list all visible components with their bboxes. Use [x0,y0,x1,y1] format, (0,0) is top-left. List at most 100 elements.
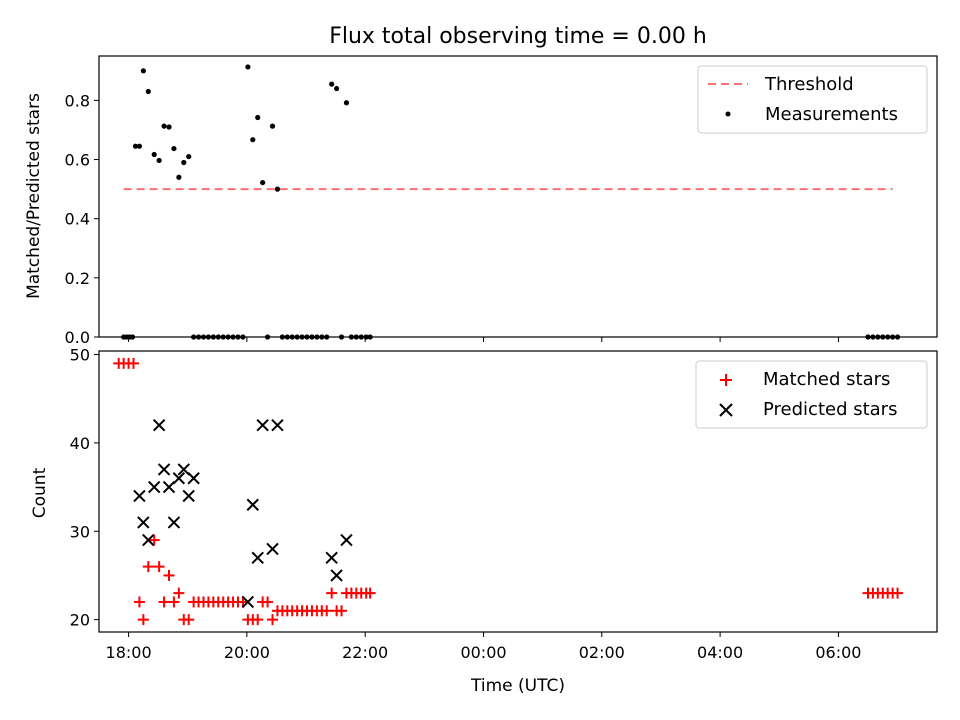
x-tick-label: 18:00 [106,643,152,662]
measurement-point [245,64,251,70]
measurements-legend-label: Measurements [765,104,898,125]
bottom-axes-frame [98,350,938,633]
top-y-tick-label: 0.8 [65,91,90,110]
predicted-star-point [167,516,181,529]
matched-star-point [262,596,274,608]
predicted-star-stroke [256,419,269,432]
predicted-star-point [325,551,338,564]
predicted-star-stroke [152,419,166,432]
predicted-star-point [246,498,260,511]
matched-star-point [128,357,140,369]
measurement-point [166,124,172,130]
top-plot-area [121,64,901,340]
measurement-point [269,123,276,129]
top-y-tick-label: 0.6 [65,151,90,170]
x-axis-label: Time (UTC) [470,676,565,696]
measurement-point [186,153,192,160]
predicted-star-point [162,480,176,494]
predicted-star-point [172,472,186,485]
predicted-star-stroke [251,551,264,564]
predicted-star-point [142,533,155,547]
threshold-legend-label: Threshold [764,74,854,95]
top-legend-box [697,65,928,134]
bottom-plot-area [113,357,904,626]
predicted-star-stroke [325,551,338,564]
matched-star-point [267,614,279,626]
x-tick-label: 22:00 [342,643,388,662]
top-y-tick-label: 0.4 [65,210,90,229]
x-tick-label: 20:00 [224,643,270,662]
matched-star-point [137,614,149,626]
chart-title: Flux total observing time = 0.00 h [329,24,707,49]
predicted-star-stroke [177,463,190,476]
measurement-point [329,81,335,87]
predicted-star-point [266,542,279,556]
bottom-y-axis-label: Count [30,467,50,518]
predicted-star-stroke [330,569,343,582]
predicted-star-stroke [167,516,181,529]
measurement-point [176,174,182,180]
measurement-point [140,68,146,74]
bottom-y-tick-label: 30 [70,522,90,541]
measurement-point [136,143,143,149]
matched-star-point [336,605,348,617]
predicted-star-point [271,419,284,432]
measurement-point [250,137,256,143]
measurement-point [260,179,266,186]
matched-star-point [168,596,180,608]
predicted-star-point [133,489,146,503]
bottom-panel: Count Time (UTC) 20 30 40 50 18:00 20:00 22:00… [30,346,938,696]
predicted-star-stroke [162,480,176,494]
predicted-star-stroke [148,480,161,494]
matched-star-point [892,587,904,599]
predicted-legend-marker [719,403,733,417]
measurement-point [333,85,340,92]
matched-star-point [158,596,170,608]
predicted-star-point [152,419,166,432]
top-y-tick-label: 0.0 [65,328,90,347]
matched-star-point [173,587,185,599]
matched-star-point [153,561,165,573]
predicted-star-stroke [241,595,255,609]
predicted-star-point [241,595,255,609]
measurement-point [156,157,162,164]
measurements-legend-marker [725,111,731,117]
top-y-tick-label: 0.2 [65,269,90,288]
measurement-point [171,145,177,152]
matched-star-point [321,605,333,617]
predicted-star-point [256,419,269,432]
measurement-point [181,159,187,166]
predicted-star-stroke [340,533,353,547]
matched-star-point [133,596,145,608]
bottom-y-tick-label: 40 [70,434,90,453]
predicted-star-stroke [137,516,150,529]
x-tick-label: 06:00 [815,643,861,662]
predicted-star-point [157,463,171,476]
matched-star-point [142,561,154,573]
predicted-star-point [187,472,200,485]
bottom-y-tick-label: 20 [70,611,90,630]
predicted-star-point [148,480,161,494]
measurement-point [343,100,350,106]
matched-star-point [183,614,195,626]
top-y-axis-label: Matched/Predicted stars [24,93,44,299]
top-axes-frame [98,55,938,338]
predicted-star-stroke [246,498,260,511]
predicted-star-point [330,569,343,582]
matched-star-point [326,587,338,599]
predicted-star-point [340,533,353,547]
bottom-legend-box [695,360,928,429]
bottom-y-tick-label: 50 [70,346,90,365]
predicted-star-stroke [182,489,195,503]
x-tick-label: 00:00 [460,643,506,662]
matched-legend-marker [720,374,732,386]
measurement-point [255,114,261,121]
predicted-star-stroke [266,542,279,556]
matched-star-point [364,587,376,599]
measurement-point [145,88,151,95]
bottom-tick-group: 20 30 40 50 18:00 20:00 22:00 00:00 02:00 04:00 06… [70,346,862,662]
measurement-point [274,186,281,192]
predicted-star-point [177,463,190,476]
top-legend: Threshold Measurements [697,65,928,134]
